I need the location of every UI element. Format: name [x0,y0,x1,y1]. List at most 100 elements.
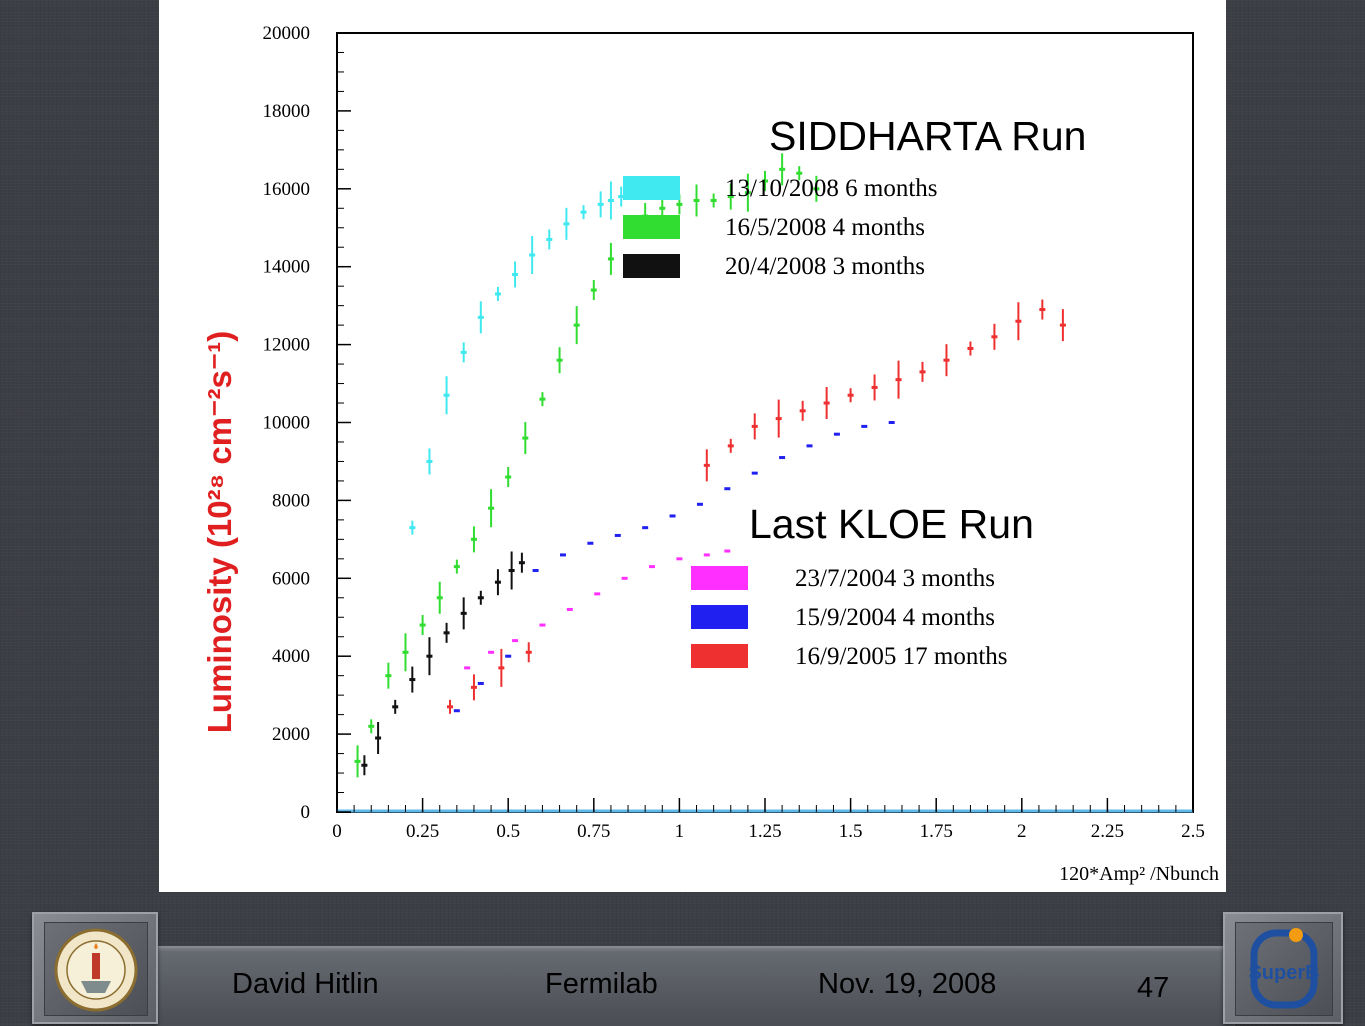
data-point [529,253,536,257]
data-point [556,358,563,362]
data-point [436,596,443,600]
data-point [621,576,628,580]
data-point [354,759,361,763]
x-tick-label: 1.75 [920,821,953,842]
series-6 [446,299,1066,714]
data-point [419,623,426,627]
data-point [488,650,495,654]
legend-swatch [691,566,748,590]
y-tick-label: 20000 [263,23,311,44]
x-tick-label: 2.5 [1181,821,1205,842]
y-tick-label: 8000 [272,490,310,511]
data-point [724,487,731,491]
data-point [779,456,786,460]
data-point [505,475,512,479]
legend-swatch [691,605,748,629]
data-point [494,292,501,296]
data-point [871,385,878,389]
data-point [505,654,512,658]
data-point [460,611,467,615]
data-point [518,561,525,565]
y-tick-label: 0 [301,802,311,823]
x-tick-label: 1.25 [748,821,781,842]
y-tick-label: 4000 [272,646,310,667]
x-axis-label: 120*Amp² /Nbunch [1059,863,1219,885]
data-point [751,471,758,475]
data-point [559,553,566,557]
data-point [703,463,710,467]
legend-swatch [623,176,680,200]
data-point [539,623,546,627]
data-point [392,705,399,709]
data-point [861,424,868,428]
svg-text:SuperB: SuperB [1248,962,1319,984]
x-tick-label: 1 [675,821,685,842]
legend-entry: 13/10/2008 6 months [725,175,938,202]
caltech-seal-icon [54,928,138,1012]
x-tick-label: 2 [1017,821,1027,842]
superb-logo-icon: SuperB [1248,928,1320,1009]
data-point [532,569,539,573]
data-point [566,607,573,611]
data-point [477,315,484,319]
data-point [779,167,786,171]
data-point [597,202,604,206]
series-3 [361,551,525,776]
legend-entry: 23/7/2004 3 months [795,565,995,592]
y-tick-label: 2000 [272,724,310,745]
data-point [799,409,806,413]
data-point [847,393,854,397]
data-point [587,541,594,545]
footer-bar [130,946,1235,1026]
series-5 [453,421,895,713]
data-point [614,533,621,537]
data-point [618,195,625,199]
data-point [696,502,703,506]
data-point [676,202,683,206]
data-point [361,763,368,767]
data-point [512,272,519,276]
x-tick-label: 0.75 [577,821,610,842]
legend-swatch [623,254,680,278]
data-point [409,526,416,530]
data-point [494,580,501,584]
data-point [744,191,751,195]
data-point [460,350,467,354]
y-tick-label: 6000 [272,568,310,589]
legend-swatch [623,215,680,239]
data-point [659,206,666,210]
data-point [539,397,546,401]
data-point [580,210,587,214]
axis-labels: 120*Amp² /Nbunch Luminosity (10²⁸ cm⁻²s⁻¹… [201,331,1219,885]
data-point [967,346,974,350]
data-point [508,569,515,573]
data-point [775,417,782,421]
data-point [590,288,597,292]
data-point [368,724,375,728]
y-tick-label: 16000 [263,179,311,200]
data-point [1015,319,1022,323]
legend-entry: 16/9/2005 17 months [795,643,1008,670]
legend-title: Last KLOE Run [749,501,1034,547]
data-point [470,685,477,689]
footer-venue: Fermilab [545,968,658,1000]
data-point [488,506,495,510]
data-point [426,654,433,658]
chart-figure: 0 2000 4000 6000 8000 10000 12000 14000 16000 180… [159,0,1226,892]
data-point [443,393,450,397]
data-point [895,378,902,382]
page-number: 47 [1137,972,1170,1004]
data-point [796,171,803,175]
x-tick-label: 0.5 [496,821,520,842]
y-tick-label: 10000 [263,413,311,434]
data-point [464,666,471,670]
data-point [607,198,614,202]
data-marks [354,153,1066,778]
superb-logo-tile: SuperB [1223,912,1343,1024]
data-point [833,432,840,436]
data-point [470,537,477,541]
data-point [710,198,717,202]
data-point [573,323,580,327]
data-point [724,549,731,553]
data-point [443,631,450,635]
